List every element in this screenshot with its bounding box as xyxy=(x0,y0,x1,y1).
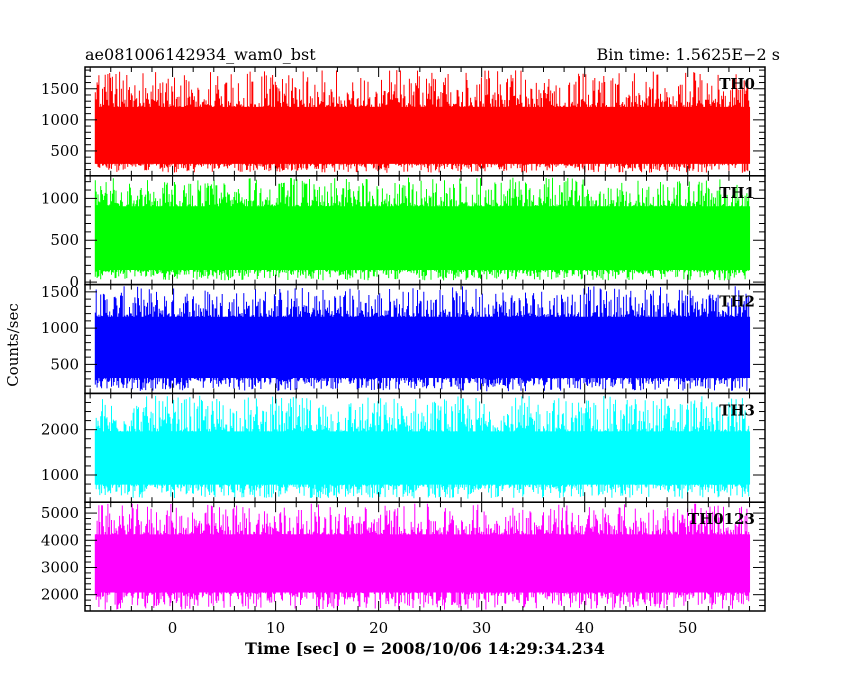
plot-title: ae081006142934_wam0_bst xyxy=(85,45,316,64)
panel-stack: 500 1000 1500 TH0 0 500 1000 TH1 500 1000 1500 TH2 1… xyxy=(41,66,766,612)
panel-label: TH0 xyxy=(719,75,755,93)
panel-th0: 500 1000 1500 TH0 xyxy=(41,66,766,177)
bin-time-label: Bin time: 1.5625E−2 s xyxy=(597,45,780,64)
y-tick-label: 5000 xyxy=(41,504,79,522)
y-tick-label: 500 xyxy=(50,355,79,373)
y-tick-label: 1000 xyxy=(41,466,79,484)
x-tick-label: 20 xyxy=(369,619,388,637)
y-tick-label: 1000 xyxy=(41,319,79,337)
series-th1 xyxy=(94,177,751,281)
y-tick-label: 500 xyxy=(50,231,79,249)
y-axis-label: Counts/sec xyxy=(4,303,22,387)
y-tick-label: 1500 xyxy=(41,283,79,301)
panel-label: TH3 xyxy=(719,401,755,419)
y-tick-label: 4000 xyxy=(41,531,79,549)
x-axis: 0 10 20 30 40 50 xyxy=(168,619,697,637)
panel-th0123: 2000 3000 4000 5000 TH0123 xyxy=(41,501,766,612)
x-tick-label: 40 xyxy=(575,619,594,637)
series-th0 xyxy=(94,70,751,173)
x-axis-label: Time [sec] 0 = 2008/10/06 14:29:34.234 xyxy=(245,639,605,658)
y-tick-label: 2000 xyxy=(41,586,79,604)
y-tick-label: 1000 xyxy=(41,111,79,129)
x-tick-label: 0 xyxy=(168,619,178,637)
y-tick-label: 3000 xyxy=(41,558,79,576)
panel-label: TH1 xyxy=(719,184,755,202)
y-tick-label: 2000 xyxy=(41,421,79,439)
y-tick-label: 1000 xyxy=(41,189,79,207)
panel-label: TH0123 xyxy=(688,510,755,528)
series-th3 xyxy=(94,395,751,499)
panel-th2: 500 1000 1500 TH2 xyxy=(41,283,766,395)
y-tick-label: 1500 xyxy=(41,80,79,98)
series-th2 xyxy=(94,286,751,392)
series-th0123 xyxy=(94,503,751,610)
panel-th3: 1000 2000 TH3 xyxy=(41,392,766,503)
panel-th1: 0 500 1000 TH1 xyxy=(41,175,766,291)
x-tick-label: 30 xyxy=(472,619,491,637)
x-tick-label: 10 xyxy=(266,619,285,637)
x-tick-label: 50 xyxy=(678,619,697,637)
panel-label: TH2 xyxy=(719,293,755,311)
y-tick-label: 500 xyxy=(50,142,79,160)
y-tick-label: 0 xyxy=(69,273,79,291)
